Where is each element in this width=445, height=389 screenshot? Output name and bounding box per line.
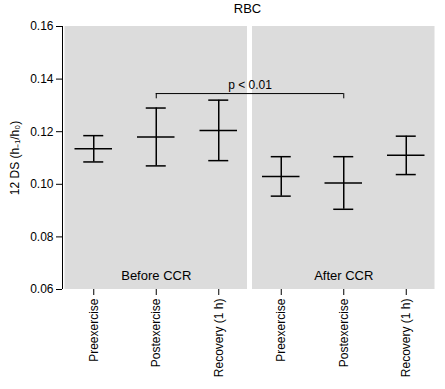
- svg-text:p < 0.01: p < 0.01: [228, 78, 272, 92]
- svg-text:Recovery (1 h): Recovery (1 h): [212, 299, 226, 378]
- svg-text:12 DS (h₋₁/h₀): 12 DS (h₋₁/h₀): [8, 121, 22, 195]
- svg-text:Before CCR: Before CCR: [121, 268, 191, 283]
- svg-text:Recovery (1 h): Recovery (1 h): [399, 299, 413, 378]
- svg-text:Postexercise: Postexercise: [337, 298, 351, 367]
- svg-text:0.14: 0.14: [30, 72, 54, 86]
- svg-text:0.08: 0.08: [30, 230, 54, 244]
- svg-text:0.10: 0.10: [30, 177, 54, 191]
- svg-text:After CCR: After CCR: [314, 268, 373, 283]
- svg-text:Preexercise: Preexercise: [274, 298, 288, 362]
- svg-text:0.12: 0.12: [30, 125, 54, 139]
- svg-text:0.06: 0.06: [30, 282, 54, 296]
- svg-text:0.16: 0.16: [30, 19, 54, 33]
- html-text:RBC: RBC: [233, 1, 262, 16]
- svg-text:Preexercise: Preexercise: [87, 298, 101, 362]
- svg-text:Postexercise: Postexercise: [149, 298, 163, 367]
